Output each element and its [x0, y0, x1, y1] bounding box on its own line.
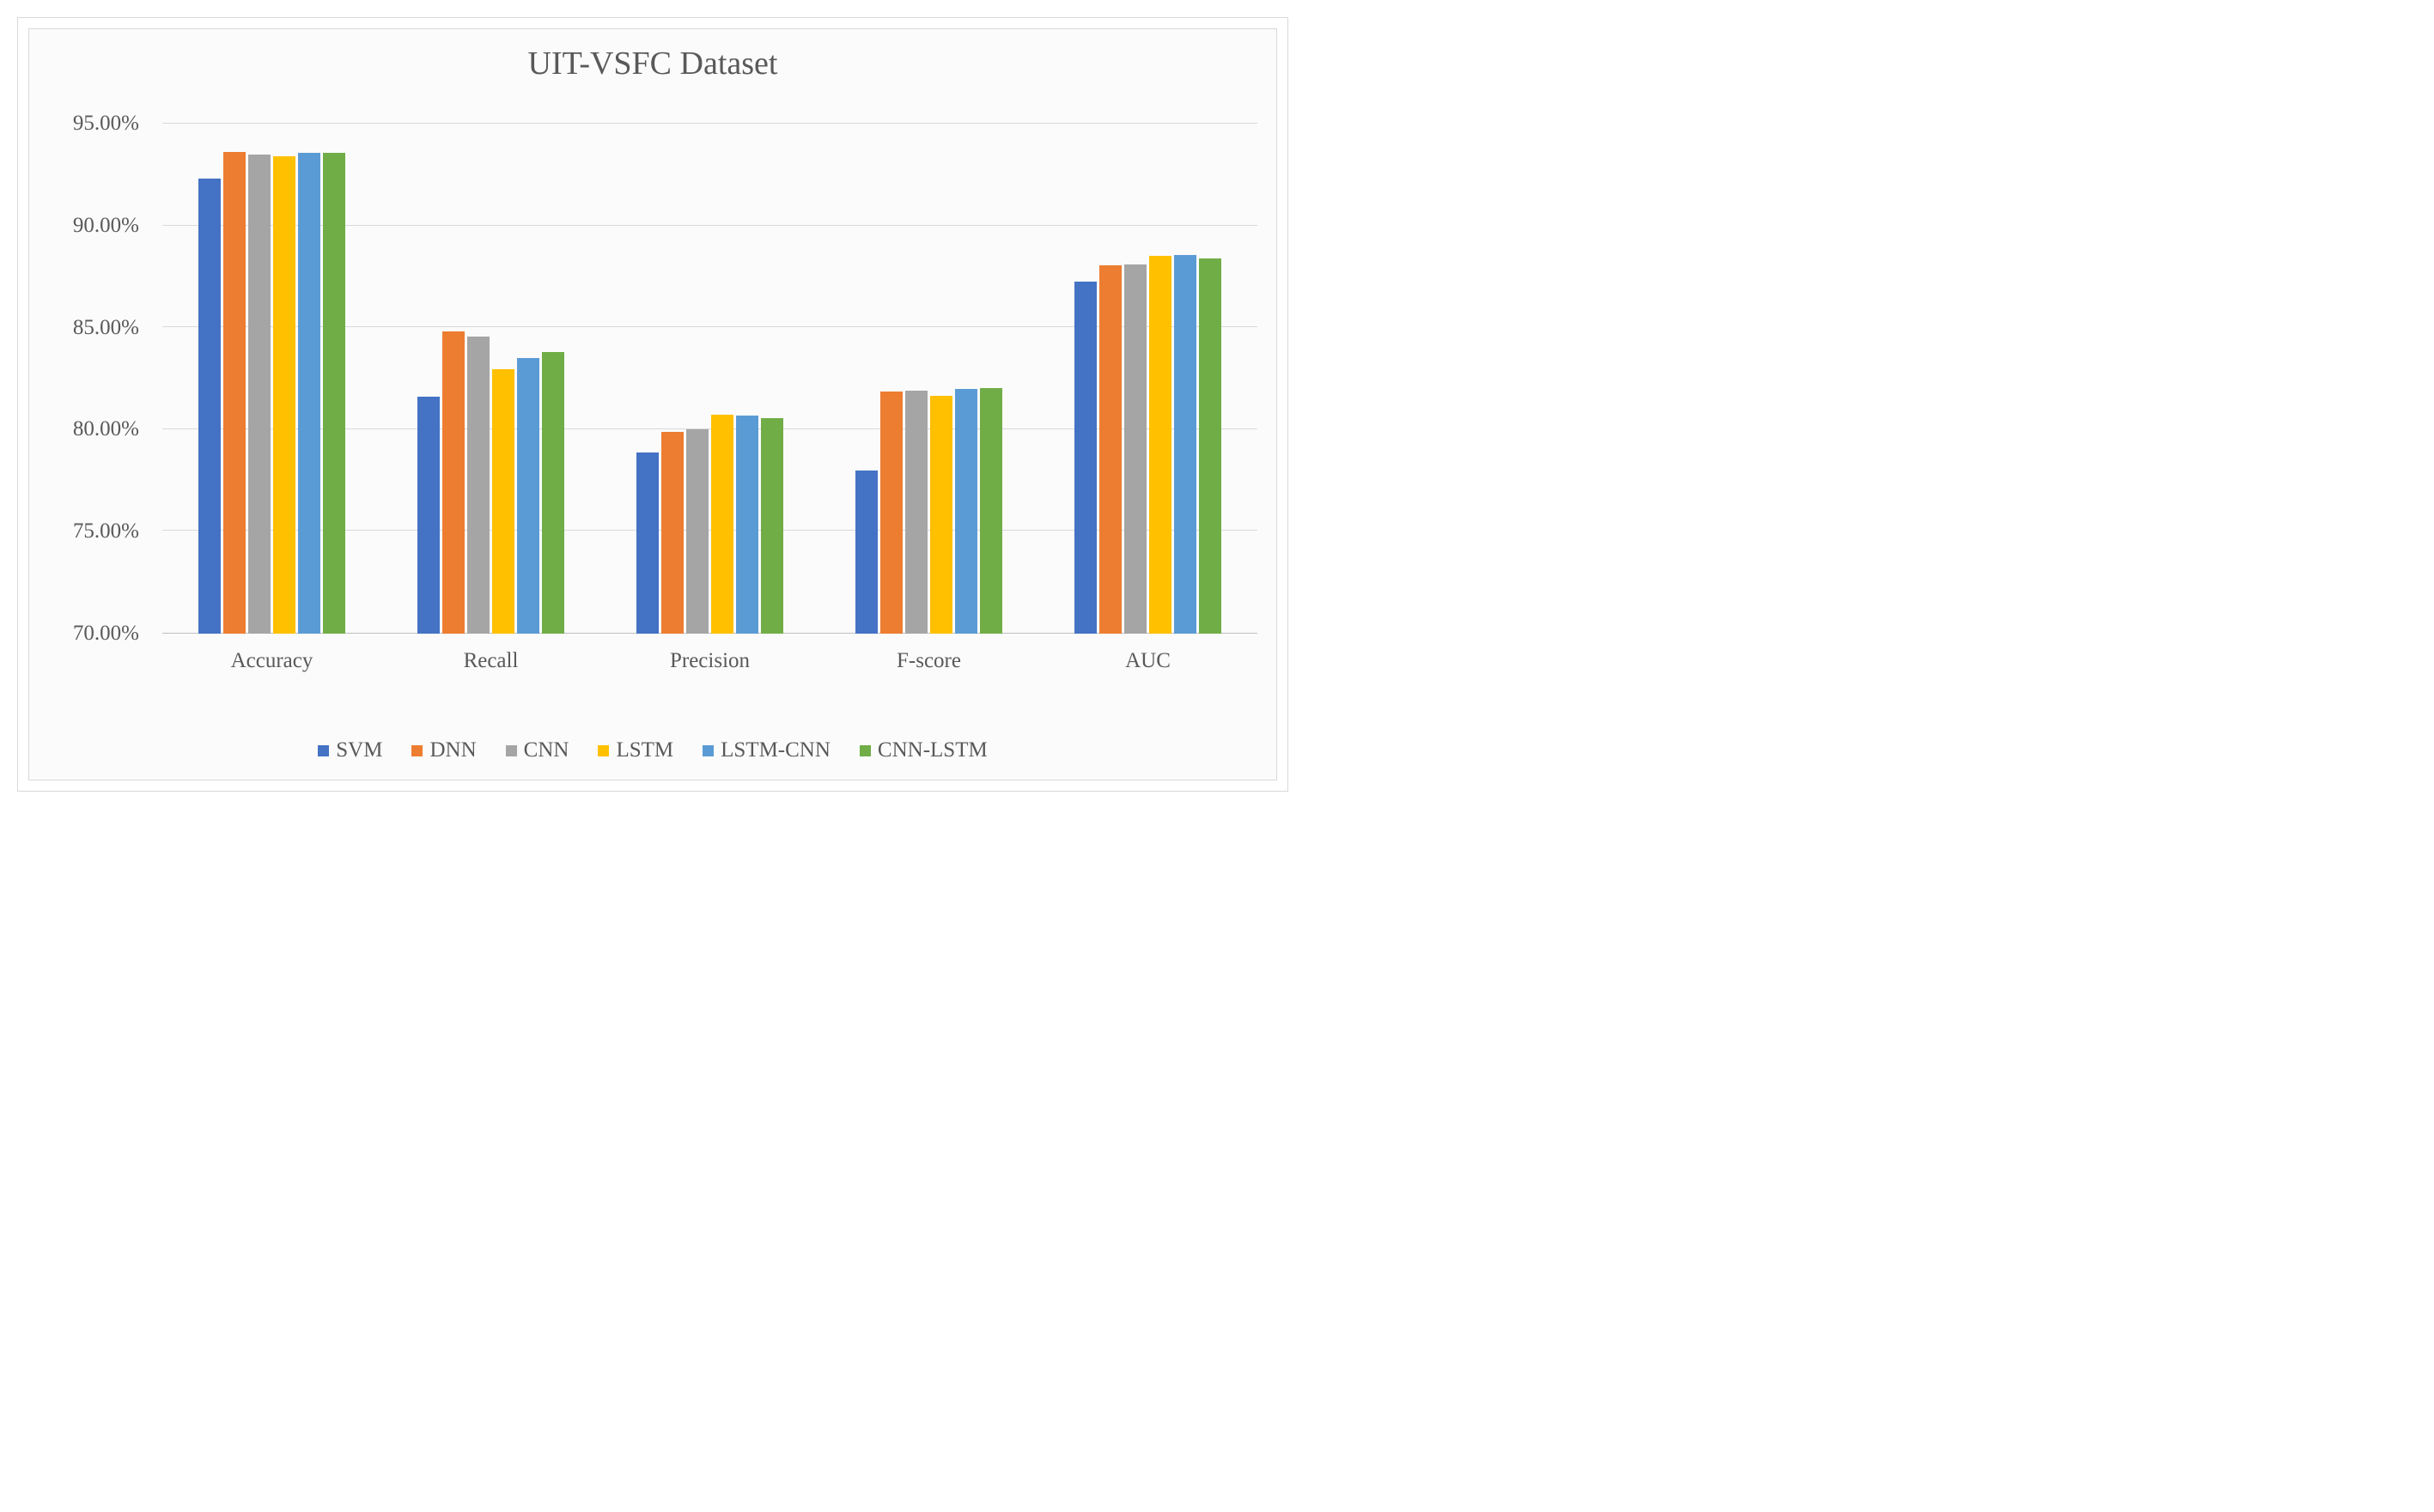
bar — [223, 152, 246, 634]
y-tick-label: 85.00% — [73, 316, 139, 340]
bar — [1074, 282, 1097, 634]
legend-swatch — [318, 745, 329, 756]
bar — [248, 155, 271, 634]
bar — [761, 418, 783, 634]
chart-container: UIT-VSFC Dataset 70.00% 75.00% 80.00% 85.00… — [17, 17, 1288, 792]
legend-label: CNN-LSTM — [878, 738, 988, 762]
bar — [517, 358, 539, 634]
x-tick-label: AUC — [1038, 642, 1257, 677]
legend-item: CNN — [506, 738, 569, 762]
bar — [273, 156, 295, 634]
bar — [855, 471, 878, 634]
bar — [661, 432, 684, 634]
bar — [686, 429, 709, 634]
bar — [980, 388, 1002, 634]
legend-item: LSTM-CNN — [703, 738, 831, 762]
legend-label: LSTM — [616, 738, 673, 762]
legend-label: SVM — [336, 738, 382, 762]
legend-swatch — [506, 745, 517, 756]
bar — [905, 391, 928, 634]
legend-item: LSTM — [598, 738, 673, 762]
legend-swatch — [411, 745, 423, 756]
category-group — [381, 124, 600, 634]
legend-item: SVM — [318, 738, 382, 762]
category-group — [819, 124, 1038, 634]
legend-item: CNN-LSTM — [860, 738, 988, 762]
x-tick-label: Recall — [381, 642, 600, 677]
bar — [736, 416, 758, 634]
bar — [1199, 258, 1221, 634]
legend-swatch — [860, 745, 871, 756]
y-tick-label: 95.00% — [73, 112, 139, 136]
x-tick-label: F-score — [819, 642, 1038, 677]
y-tick-label: 90.00% — [73, 214, 139, 238]
bar — [542, 352, 564, 634]
category-group — [1038, 124, 1257, 634]
bar — [636, 452, 659, 634]
bar — [880, 392, 903, 634]
bar — [711, 415, 733, 634]
bar — [1099, 265, 1122, 634]
chart-title: UIT-VSFC Dataset — [29, 45, 1276, 82]
category-group — [600, 124, 819, 634]
bar — [930, 396, 952, 634]
y-tick-label: 80.00% — [73, 417, 139, 441]
bar — [467, 337, 490, 634]
legend-label: LSTM-CNN — [721, 738, 831, 762]
y-tick-label: 70.00% — [73, 622, 139, 646]
bar — [442, 331, 465, 634]
bar — [1124, 264, 1147, 634]
legend-swatch — [703, 745, 714, 756]
bar — [1149, 256, 1171, 634]
legend: SVM DNN CNN LSTM LSTM-CNN CNN-LSTM — [29, 738, 1276, 762]
legend-swatch — [598, 745, 609, 756]
bar — [298, 153, 320, 634]
x-tick-label: Accuracy — [162, 642, 381, 677]
legend-label: CNN — [524, 738, 569, 762]
bar — [955, 389, 977, 634]
y-tick-label: 75.00% — [73, 519, 139, 543]
bar — [417, 397, 440, 634]
bars-area — [162, 124, 1257, 634]
bar — [1174, 255, 1196, 634]
x-tick-label: Precision — [600, 642, 819, 677]
bar — [198, 179, 221, 634]
plot-area: UIT-VSFC Dataset 70.00% 75.00% 80.00% 85.00… — [28, 28, 1277, 780]
y-axis: 70.00%75.00%80.00%85.00%90.00%95.00% — [45, 124, 148, 634]
legend-label: DNN — [429, 738, 476, 762]
legend-item: DNN — [411, 738, 476, 762]
x-axis-labels: AccuracyRecallPrecisionF-scoreAUC — [162, 642, 1257, 677]
bar — [323, 153, 345, 634]
bar — [492, 369, 514, 634]
category-group — [162, 124, 381, 634]
